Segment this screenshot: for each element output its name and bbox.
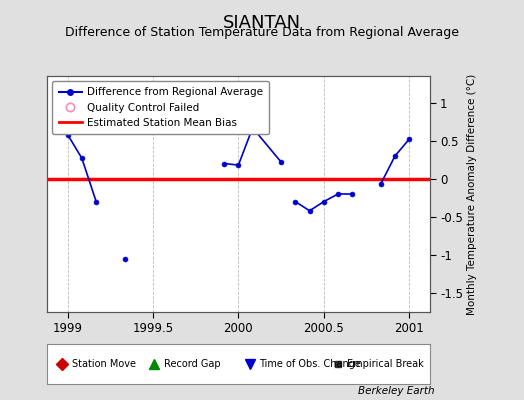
Text: Berkeley Earth: Berkeley Earth bbox=[358, 386, 435, 396]
Text: Difference of Station Temperature Data from Regional Average: Difference of Station Temperature Data f… bbox=[65, 26, 459, 39]
Text: Record Gap: Record Gap bbox=[164, 359, 221, 369]
Text: SIANTAN: SIANTAN bbox=[223, 14, 301, 32]
Legend: Difference from Regional Average, Quality Control Failed, Estimated Station Mean: Difference from Regional Average, Qualit… bbox=[52, 81, 269, 134]
Text: Station Move: Station Move bbox=[72, 359, 136, 369]
Y-axis label: Monthly Temperature Anomaly Difference (°C): Monthly Temperature Anomaly Difference (… bbox=[467, 73, 477, 315]
Text: Empirical Break: Empirical Break bbox=[347, 359, 424, 369]
Text: Time of Obs. Change: Time of Obs. Change bbox=[259, 359, 362, 369]
